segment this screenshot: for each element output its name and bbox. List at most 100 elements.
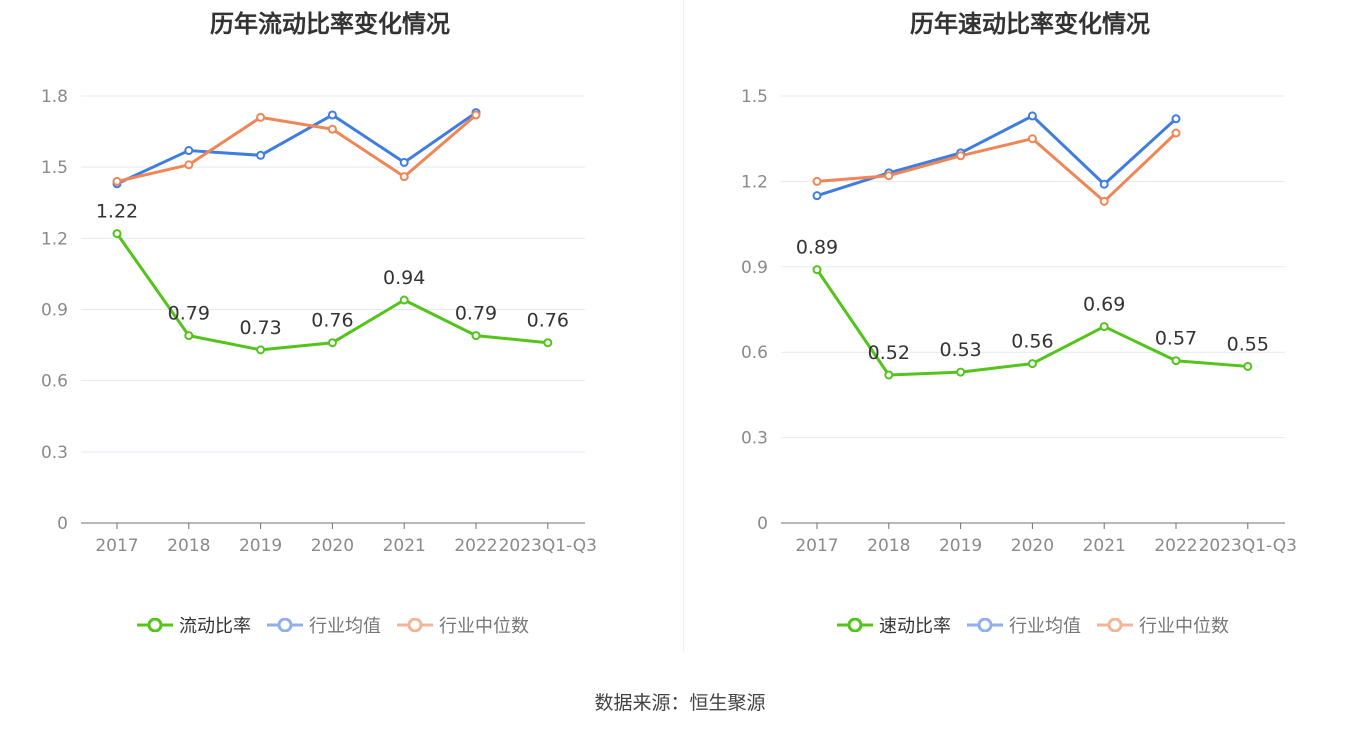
data-point — [184, 331, 194, 341]
data-point — [112, 229, 122, 239]
series-line — [816, 131, 1178, 203]
data-label: 0.55 — [1227, 333, 1269, 355]
legend-marker-icon — [1097, 618, 1133, 632]
data-point — [327, 110, 337, 120]
x-tick-label: 2023Q1-Q3 — [499, 536, 597, 556]
data-source-footer: 数据来源：恒生聚源 — [594, 692, 766, 714]
data-point — [399, 157, 409, 167]
legend-marker-icon — [397, 618, 433, 632]
y-tick-label: 1.2 — [741, 172, 768, 192]
data-point — [256, 150, 266, 160]
x-tick-label: 2019 — [239, 536, 282, 556]
x-tick-label: 2017 — [795, 536, 838, 556]
data-label: 0.57 — [1155, 328, 1197, 350]
data-point — [184, 160, 194, 170]
data-point — [184, 146, 194, 156]
y-tick-label: 0.6 — [41, 372, 68, 392]
x-tick-label: 2022 — [454, 536, 497, 556]
legend-item-industry-mean[interactable]: 行业均值 — [267, 612, 381, 638]
legend-label: 速动比率 — [879, 616, 951, 637]
data-label: 0.79 — [168, 303, 210, 325]
legend-label: 流动比率 — [179, 616, 251, 637]
panel-divider — [683, 0, 684, 652]
y-tick-label: 1.5 — [41, 158, 68, 178]
data-point — [812, 191, 822, 201]
x-tick-label: 2017 — [95, 536, 138, 556]
legend-marker-icon — [267, 618, 303, 632]
data-label: 0.79 — [455, 303, 497, 325]
y-tick-label: 0.9 — [741, 258, 768, 278]
data-point — [956, 151, 966, 161]
data-point — [327, 338, 337, 348]
data-point — [1099, 196, 1109, 206]
series-line — [115, 232, 548, 352]
x-tick-label: 2018 — [867, 536, 910, 556]
data-label: 0.52 — [868, 342, 910, 364]
y-tick-label: 0.6 — [741, 343, 768, 363]
data-label: 1.22 — [96, 201, 138, 223]
y-tick-label: 0 — [757, 514, 768, 534]
data-point — [471, 110, 481, 120]
y-tick-label: 1.2 — [41, 229, 68, 249]
data-point — [812, 265, 822, 275]
legend-item-industry-mean[interactable]: 行业均值 — [967, 612, 1081, 638]
data-point — [1099, 179, 1109, 189]
series-line — [116, 111, 477, 186]
series-line — [116, 113, 477, 183]
legend-label: 行业中位数 — [439, 616, 529, 637]
data-point — [1171, 128, 1181, 138]
data-point — [1171, 114, 1181, 124]
data-label: 0.69 — [1083, 294, 1125, 316]
data-label: 0.73 — [239, 317, 281, 339]
x-tick-label: 2022 — [1154, 536, 1197, 556]
data-label: 0.76 — [527, 310, 569, 332]
data-point — [256, 345, 266, 355]
chart-title: 历年流动比率变化情况 — [210, 10, 450, 38]
x-tick-label: 2023Q1-Q3 — [1199, 536, 1297, 556]
data-label: 0.53 — [939, 339, 981, 361]
chart-title: 历年速动比率变化情况 — [910, 10, 1150, 38]
chart-plot-area: 0 0.3 0.6 0.9 1.2 1.5 1.8 2017 2018 2019 2020 2021 2… — [41, 87, 597, 556]
data-point — [1027, 134, 1037, 144]
current-ratio-chart: 历年流动比率变化情况 0 0.3 0.6 0.9 1.2 1.5 1.8 2017 2018 20… — [0, 0, 680, 660]
chart-legend: 流动比率 行业均值 行业中位数 — [0, 612, 666, 638]
chart-legend: 速动比率 行业均值 行业中位数 — [700, 612, 1360, 638]
data-label: 0.76 — [311, 310, 353, 332]
data-point — [256, 112, 266, 122]
data-point — [399, 295, 409, 305]
data-point — [327, 124, 337, 134]
legend-item-quick-ratio[interactable]: 速动比率 — [837, 612, 951, 638]
data-label: 0.94 — [383, 267, 425, 289]
legend-item-current-ratio[interactable]: 流动比率 — [137, 612, 251, 638]
x-tick-label: 2019 — [939, 536, 982, 556]
data-point — [1243, 361, 1253, 371]
legend-marker-icon — [967, 618, 1003, 632]
legend-marker-icon — [837, 618, 873, 632]
y-tick-label: 0.3 — [741, 429, 768, 449]
chart-plot-area: 0 0.3 0.6 0.9 1.2 1.5 2017 2018 2019 2020 2021 2022… — [741, 87, 1297, 556]
legend-label: 行业中位数 — [1139, 616, 1229, 637]
data-point — [884, 171, 894, 181]
x-tick-label: 2020 — [1011, 536, 1054, 556]
data-point — [1171, 356, 1181, 366]
legend-item-industry-median[interactable]: 行业中位数 — [397, 612, 529, 638]
data-point — [1027, 359, 1037, 369]
data-point — [399, 172, 409, 182]
data-label: 0.56 — [1011, 331, 1053, 353]
y-tick-label: 1.5 — [741, 87, 768, 107]
data-point — [884, 370, 894, 380]
y-tick-label: 0 — [57, 514, 68, 534]
legend-label: 行业均值 — [309, 616, 381, 637]
data-point — [1099, 322, 1109, 332]
data-point — [812, 176, 822, 186]
data-point — [1027, 111, 1037, 121]
legend-item-industry-median[interactable]: 行业中位数 — [1097, 612, 1229, 638]
data-label: 0.89 — [796, 237, 838, 259]
x-tick-label: 2018 — [167, 536, 210, 556]
y-tick-label: 0.3 — [41, 443, 68, 463]
y-tick-label: 0.9 — [41, 301, 68, 321]
x-tick-label: 2021 — [383, 536, 426, 556]
data-point — [112, 176, 122, 186]
legend-marker-icon — [137, 618, 173, 632]
data-point — [543, 338, 553, 348]
